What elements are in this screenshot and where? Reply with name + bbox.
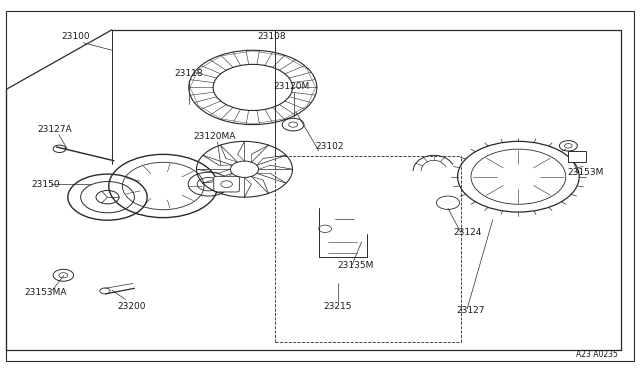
Text: 23127A: 23127A xyxy=(37,125,72,134)
FancyBboxPatch shape xyxy=(214,176,239,192)
Text: 23120M: 23120M xyxy=(273,82,309,91)
Text: 23108: 23108 xyxy=(258,32,286,41)
FancyBboxPatch shape xyxy=(568,151,586,162)
Text: 23200: 23200 xyxy=(117,302,145,311)
Text: 23127: 23127 xyxy=(456,306,484,315)
Text: 23100: 23100 xyxy=(61,32,90,41)
Text: 23215: 23215 xyxy=(324,302,352,311)
Text: 23135M: 23135M xyxy=(337,262,373,270)
Text: 23118: 23118 xyxy=(175,69,203,78)
Text: 23153M: 23153M xyxy=(568,169,604,177)
Text: 23120MA: 23120MA xyxy=(193,132,236,141)
Text: 23150: 23150 xyxy=(32,180,60,189)
Text: 23153MA: 23153MA xyxy=(25,288,67,296)
Text: 23124: 23124 xyxy=(453,228,481,237)
Text: 23102: 23102 xyxy=(316,142,344,151)
Text: A23 A0235: A23 A0235 xyxy=(576,350,618,359)
